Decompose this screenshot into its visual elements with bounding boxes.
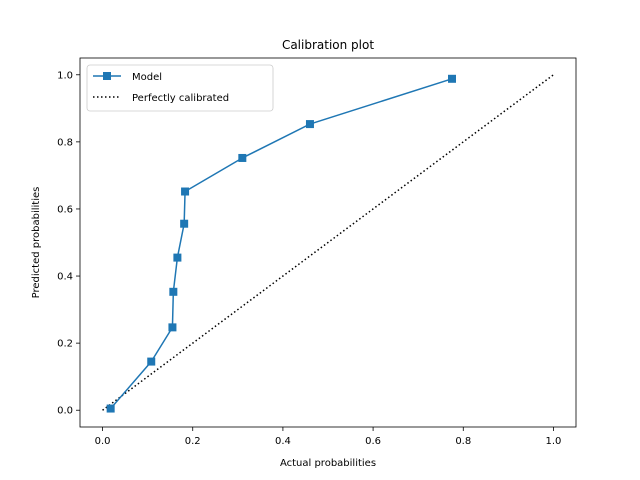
- y-tick-label: 0.6: [57, 204, 73, 215]
- y-tick-label: 0.4: [57, 272, 73, 283]
- model-line: [110, 78, 453, 410]
- y-axis-ticks: 0.0 0.2 0.4 0.6 0.8 1.0: [57, 70, 80, 417]
- model-marker: [180, 219, 189, 228]
- model-marker: [181, 187, 190, 196]
- x-tick-label: 0.6: [365, 436, 381, 447]
- y-tick-label: 0.0: [57, 406, 73, 417]
- x-axis-label: Actual probabilities: [280, 458, 376, 469]
- chart-title: Calibration plot: [282, 38, 374, 52]
- x-tick-label: 0.0: [95, 436, 111, 447]
- model-marker: [168, 323, 177, 332]
- y-tick-label: 1.0: [57, 70, 73, 81]
- model-marker: [448, 74, 456, 83]
- legend-label-model: Model: [132, 72, 162, 83]
- y-tick-label: 0.8: [57, 137, 73, 148]
- y-axis-label: Predicted probabilities: [31, 187, 42, 299]
- model-marker: [169, 287, 178, 296]
- perfectly-calibrated-line: [102, 74, 554, 411]
- y-tick-label: 0.2: [57, 339, 73, 350]
- legend-label-perfectly-calibrated: Perfectly calibrated: [132, 93, 229, 104]
- legend-model-marker: [103, 72, 111, 80]
- x-axis-ticks: 0.0 0.2 0.4 0.6 0.8 1.0: [95, 427, 562, 447]
- legend: Model Perfectly calibrated: [86, 64, 274, 112]
- model-marker: [238, 153, 247, 162]
- model-marker: [147, 357, 156, 366]
- model-marker: [173, 253, 182, 262]
- series-layer: [102, 74, 554, 413]
- x-tick-label: 1.0: [546, 436, 562, 447]
- x-tick-label: 0.2: [185, 436, 201, 447]
- x-tick-label: 0.4: [275, 436, 291, 447]
- model-marker: [106, 404, 115, 413]
- legend-box: [86, 64, 274, 112]
- x-tick-label: 0.8: [455, 436, 471, 447]
- model-marker: [305, 120, 314, 129]
